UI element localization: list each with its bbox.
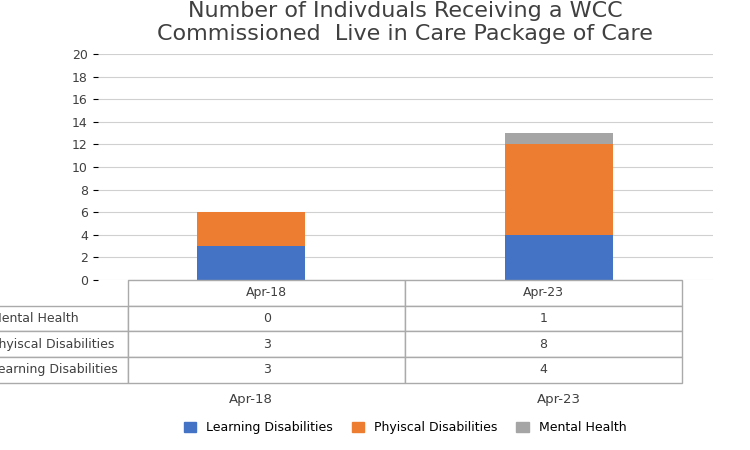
Bar [505, 235, 613, 280]
Bar [197, 212, 305, 246]
Legend: Learning Disabilities, Phyiscal Disabilities, Mental Health: Learning Disabilities, Phyiscal Disabili… [178, 416, 632, 439]
Text: Apr-23: Apr-23 [537, 393, 580, 406]
Text: Apr-18: Apr-18 [230, 393, 273, 406]
Bar [197, 246, 305, 280]
Bar [505, 133, 613, 144]
Bar [505, 144, 613, 235]
Title: Number of Indivduals Receiving a WCC
Commissioned  Live in Care Package of Care: Number of Indivduals Receiving a WCC Com… [157, 1, 653, 44]
